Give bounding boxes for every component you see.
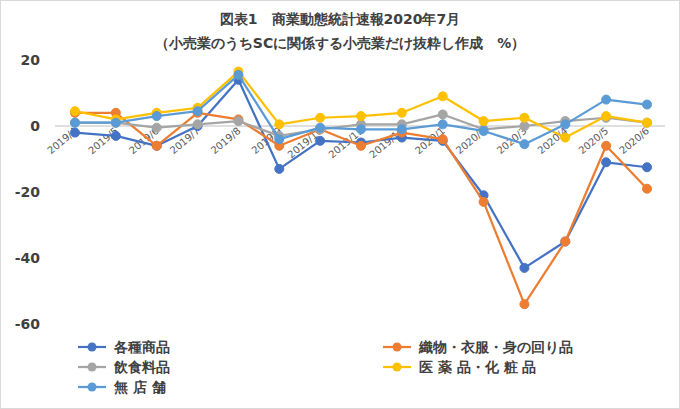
series-marker xyxy=(479,126,488,135)
series-marker xyxy=(438,135,447,144)
series-marker xyxy=(275,120,284,129)
series-line xyxy=(75,75,647,144)
series-marker xyxy=(602,158,611,167)
series-marker xyxy=(71,107,80,116)
series-marker xyxy=(479,197,488,206)
legend-label: 医 薬 品・化 粧 品 xyxy=(419,359,537,375)
series-marker xyxy=(438,120,447,129)
series-marker xyxy=(438,110,447,119)
series-marker xyxy=(438,92,447,101)
series-marker xyxy=(111,118,120,127)
y-tick-label: 0 xyxy=(30,118,40,134)
legend-marker xyxy=(88,363,97,372)
chart: 図表1 商業動態統計速報2020年7月 （小売業のうちSCに関係する小売業だけ抜粋… xyxy=(0,0,680,409)
series-marker xyxy=(643,184,652,193)
series-marker xyxy=(152,123,161,132)
series-marker xyxy=(643,118,652,127)
series-marker xyxy=(643,163,652,172)
series-marker xyxy=(316,123,325,132)
series-marker xyxy=(316,136,325,145)
series-marker xyxy=(71,118,80,127)
x-tick-label: 2019/8 xyxy=(209,125,243,156)
legend-label: 飲食料品 xyxy=(113,359,170,375)
series-marker xyxy=(275,164,284,173)
series-marker xyxy=(397,108,406,117)
series-marker xyxy=(561,120,570,129)
series-marker xyxy=(602,112,611,121)
series-line xyxy=(75,80,647,268)
series-marker xyxy=(357,125,366,134)
series-marker xyxy=(520,122,529,131)
series-marker xyxy=(561,237,570,246)
series-marker xyxy=(357,141,366,150)
series-marker xyxy=(234,70,243,79)
series-marker xyxy=(520,300,529,309)
series-marker xyxy=(71,128,80,137)
legend-marker xyxy=(88,343,97,352)
series-marker xyxy=(602,141,611,150)
title: 図表1 商業動態統計速報2020年7月 xyxy=(220,11,460,27)
series-line xyxy=(75,72,647,138)
legend-marker xyxy=(393,343,402,352)
series-marker xyxy=(643,118,652,127)
series-marker xyxy=(561,237,570,246)
legend-marker xyxy=(88,383,97,392)
subtitle: （小売業のうちSCに関係する小売業だけ抜粋し作成 %） xyxy=(155,35,525,52)
plot-area xyxy=(71,67,652,309)
series-marker xyxy=(152,141,161,150)
series-marker xyxy=(193,120,202,129)
series-marker xyxy=(111,118,120,127)
x-tick-label: 2020/6 xyxy=(617,125,651,156)
series-marker xyxy=(520,113,529,122)
series-marker xyxy=(357,112,366,121)
series-marker xyxy=(71,118,80,127)
legend-label: 各種商品 xyxy=(113,339,170,355)
series-marker xyxy=(479,117,488,126)
series-marker xyxy=(234,117,243,126)
series-marker xyxy=(275,135,284,144)
series-marker xyxy=(152,112,161,121)
series-marker xyxy=(561,133,570,142)
legend-label: 無 店 舗 xyxy=(113,379,166,395)
series-marker xyxy=(397,125,406,134)
y-tick-label: -60 xyxy=(15,316,41,332)
series-marker xyxy=(152,141,161,150)
series-marker xyxy=(193,107,202,116)
series-marker xyxy=(602,95,611,104)
series-line xyxy=(75,113,647,304)
x-tick-label: 2019/5 xyxy=(86,125,120,156)
series-marker xyxy=(520,140,529,149)
y-tick-label: 20 xyxy=(21,52,41,68)
series-marker xyxy=(316,113,325,122)
series-marker xyxy=(643,100,652,109)
legend-marker xyxy=(393,363,402,372)
x-tick-label: 2019/4 xyxy=(45,125,79,156)
series-marker xyxy=(111,131,120,140)
legend-label: 織物・衣服・身の回り品 xyxy=(418,339,573,355)
series-marker xyxy=(520,263,529,272)
y-tick-label: -20 xyxy=(15,184,41,200)
chart-border xyxy=(1,1,680,409)
y-tick-label: -40 xyxy=(15,250,41,266)
